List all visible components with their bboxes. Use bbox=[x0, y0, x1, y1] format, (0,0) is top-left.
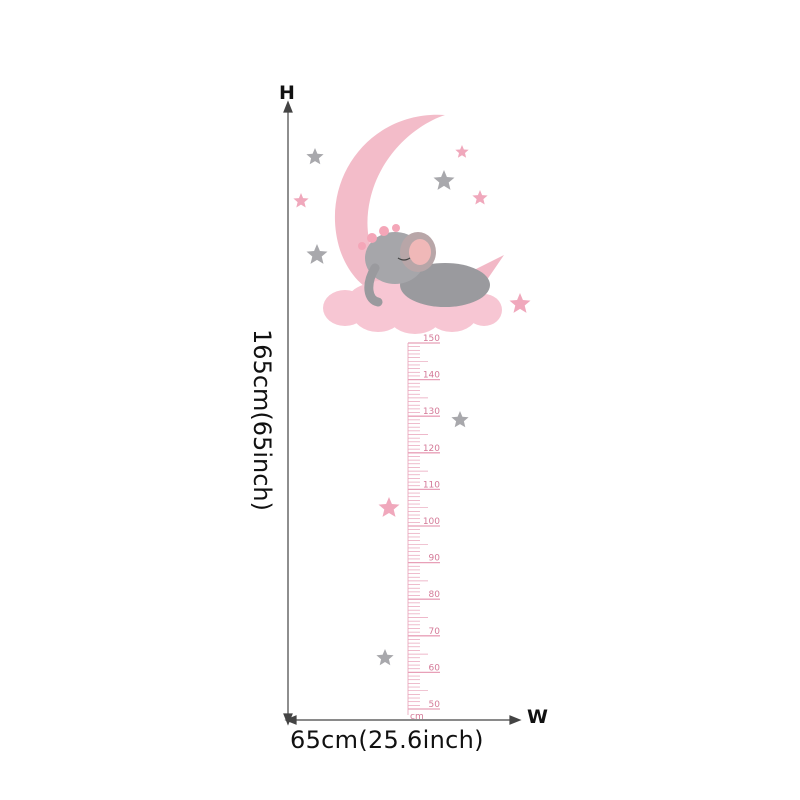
ruler-label: 100 bbox=[423, 517, 440, 527]
star-icon bbox=[433, 170, 455, 190]
star-icon bbox=[306, 244, 328, 264]
star-icon bbox=[455, 145, 469, 158]
width-axis-label: W bbox=[527, 706, 548, 728]
height-ruler: 150 140 130 120 110 100 90 80 70 60 50 cm bbox=[407, 334, 441, 722]
star-icon bbox=[451, 411, 469, 428]
ruler-label: 110 bbox=[423, 480, 440, 490]
ruler-label: 130 bbox=[423, 407, 440, 417]
ruler-label: 50 bbox=[429, 700, 441, 710]
sleeping-elephant bbox=[358, 224, 490, 307]
width-dimension-line bbox=[284, 715, 522, 725]
star-icon bbox=[509, 293, 531, 313]
height-dimension-text: 165cm(65inch) bbox=[248, 329, 276, 511]
star-icon bbox=[376, 649, 394, 666]
width-dimension-text: 65cm(25.6inch) bbox=[290, 726, 484, 754]
ruler-label: 70 bbox=[429, 627, 441, 637]
ruler-unit: cm bbox=[410, 712, 424, 722]
ruler-label: 60 bbox=[429, 663, 441, 673]
star-icon bbox=[293, 193, 309, 208]
ruler-label: 140 bbox=[423, 371, 440, 381]
star-icon bbox=[378, 497, 400, 517]
star-icon bbox=[472, 190, 488, 205]
height-dimension-line bbox=[283, 100, 293, 726]
ruler-label: 120 bbox=[423, 444, 440, 454]
crescent-moon bbox=[334, 114, 445, 301]
ruler-label: 80 bbox=[429, 590, 441, 600]
height-axis-label: H bbox=[279, 82, 295, 104]
ruler-label: 150 bbox=[423, 334, 440, 344]
star-icon bbox=[306, 148, 324, 165]
ruler-label: 90 bbox=[429, 554, 441, 564]
stars bbox=[293, 145, 531, 666]
